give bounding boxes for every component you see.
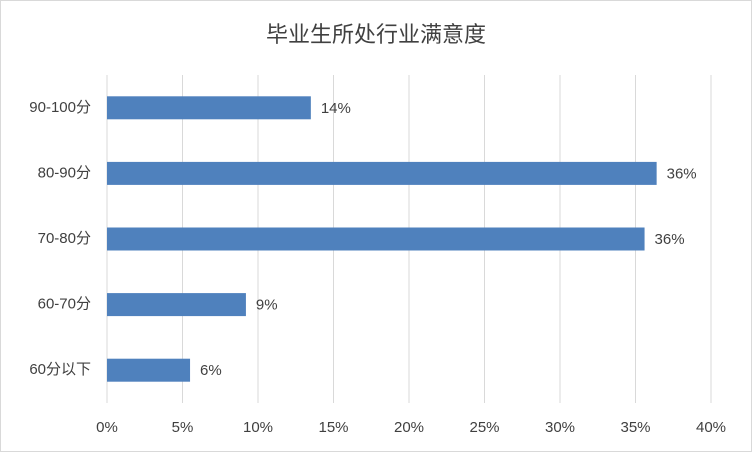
y-tick-label: 80-90分 (38, 164, 91, 181)
y-tick-label: 60-70分 (38, 296, 91, 313)
data-label: 14% (321, 100, 351, 117)
bar (107, 293, 246, 317)
x-tick-label: 25% (469, 419, 499, 436)
x-tick-label: 40% (696, 419, 726, 436)
y-tick-label: 60分以下 (29, 361, 91, 378)
x-tick-label: 15% (318, 419, 348, 436)
x-tick-label: 30% (545, 419, 575, 436)
y-tick-label: 90-100分 (29, 99, 91, 116)
x-tick-label: 5% (172, 419, 194, 436)
y-tick-label: 70-80分 (38, 230, 91, 247)
data-label: 9% (256, 297, 278, 314)
x-tick-label: 0% (96, 419, 118, 436)
data-label: 36% (655, 231, 685, 248)
bar (107, 161, 657, 185)
bar (107, 96, 311, 120)
bar (107, 358, 191, 382)
x-tick-label: 20% (394, 419, 424, 436)
chart-title: 毕业生所处行业满意度 (266, 22, 486, 47)
x-tick-label: 35% (620, 419, 650, 436)
bar (107, 227, 645, 251)
data-label: 6% (200, 362, 222, 379)
data-label: 36% (667, 165, 697, 182)
x-tick-label: 10% (243, 419, 273, 436)
